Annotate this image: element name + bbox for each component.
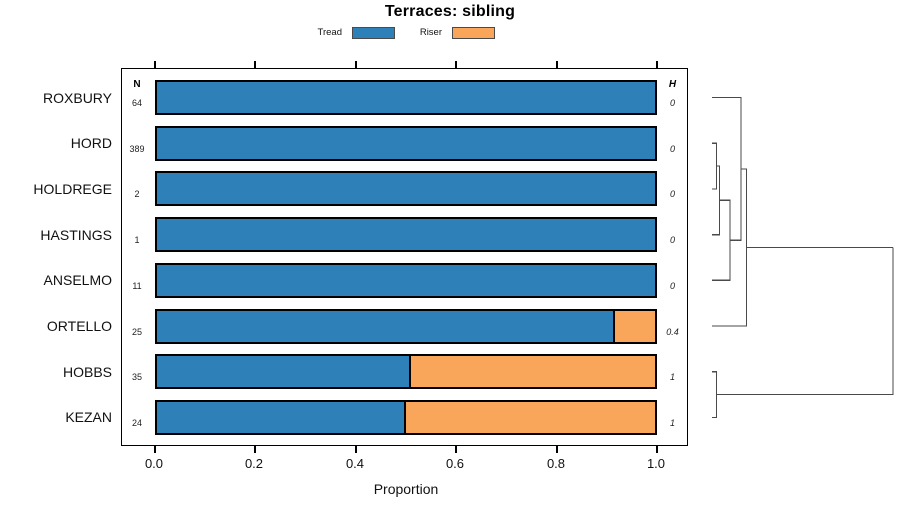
bar-segment-riser — [615, 310, 655, 342]
n-column-header: N — [133, 79, 141, 90]
top-tick-5 — [656, 61, 658, 68]
bar-segment-tread — [157, 310, 616, 342]
bar-segment-riser — [406, 401, 655, 433]
bar-roxbury[interactable] — [155, 80, 657, 115]
n-value: 35 — [131, 372, 142, 383]
n-value: 64 — [131, 98, 142, 108]
bottom-tick-3 — [455, 446, 457, 453]
bottom-tick-5 — [656, 446, 658, 453]
top-tick-3 — [455, 61, 457, 68]
bar-segment-tread — [157, 219, 655, 251]
bar-holdrege[interactable] — [155, 171, 657, 207]
h-value: 1 — [669, 372, 675, 383]
row-label-holdrege: HOLDREGE — [33, 180, 112, 197]
top-tick-2 — [355, 61, 357, 68]
top-tick-1 — [254, 61, 256, 68]
n-value: 11 — [132, 280, 142, 291]
h-value: 0 — [669, 98, 675, 108]
bar-ortello[interactable] — [155, 308, 657, 344]
bar-hobbs[interactable] — [155, 354, 657, 390]
legend-label-riser: Riser — [419, 27, 442, 38]
legend-swatch-tread-icon — [352, 27, 395, 39]
bottom-tick-2 — [355, 446, 357, 453]
row-label-hord: HORD — [70, 135, 112, 152]
x-tick-label: 0.8 — [546, 456, 566, 471]
row-label-ortello: ORTELLO — [46, 318, 112, 334]
bar-segment-tread — [157, 356, 411, 388]
bar-hord[interactable] — [155, 125, 657, 161]
x-tick-label: 0.2 — [244, 456, 264, 471]
bar-segment-tread — [157, 401, 406, 433]
x-tick-label: 0.0 — [144, 456, 164, 471]
h-value: 0 — [669, 280, 675, 291]
n-value: 24 — [131, 417, 142, 428]
bar-segment-riser — [410, 356, 655, 388]
bottom-tick-4 — [556, 446, 558, 453]
n-value: 389 — [129, 143, 145, 154]
h-value: 0.4 — [666, 326, 679, 337]
bar-segment-tread — [157, 264, 655, 296]
top-tick-4 — [556, 61, 558, 68]
bar-segment-tread — [157, 173, 655, 205]
bottom-tick-1 — [254, 446, 256, 453]
legend-label-tread: Tread — [317, 27, 342, 38]
x-tick-label: 0.4 — [345, 456, 365, 471]
bar-anselmo[interactable] — [155, 262, 657, 298]
h-value: 0 — [669, 235, 675, 246]
plot-frame — [121, 68, 688, 446]
x-tick-label: 0.6 — [445, 456, 465, 471]
h-column-header: H — [668, 79, 677, 90]
bar-segment-tread — [157, 82, 655, 113]
x-tick-label: 1.0 — [646, 456, 666, 471]
n-value: 2 — [134, 189, 140, 200]
h-value: 0 — [669, 143, 675, 154]
top-tick-0 — [154, 61, 156, 68]
bar-hastings[interactable] — [155, 217, 657, 253]
legend-swatch-riser-icon — [452, 27, 495, 39]
h-value: 0 — [669, 189, 675, 200]
n-value: 1 — [134, 235, 140, 246]
bar-kezan[interactable] — [155, 399, 657, 435]
n-value: 25 — [131, 326, 142, 337]
bottom-tick-0 — [154, 446, 156, 453]
x-axis-title: Proportion — [373, 481, 439, 497]
row-label-hastings: HASTINGS — [40, 226, 112, 243]
row-label-anselmo: ANSELMO — [43, 272, 112, 289]
row-label-roxbury: ROXBURY — [43, 89, 112, 106]
row-label-hobbs: HOBBS — [62, 363, 112, 380]
h-value: 1 — [669, 417, 675, 428]
chart-title: Terraces: sibling — [384, 3, 516, 20]
bar-segment-tread — [157, 127, 655, 159]
row-label-kezan: KEZAN — [65, 409, 112, 426]
